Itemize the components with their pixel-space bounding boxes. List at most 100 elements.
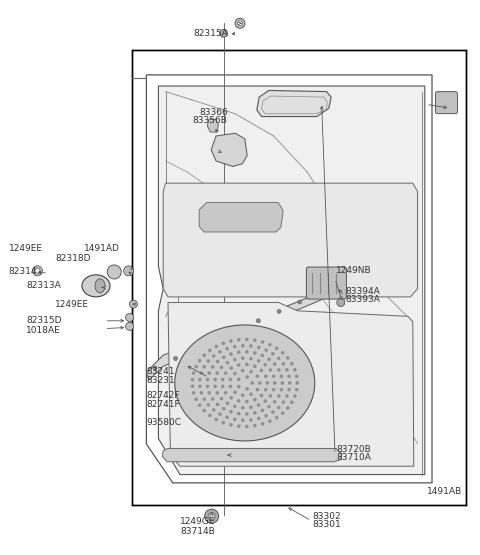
Circle shape <box>229 352 233 356</box>
Circle shape <box>203 397 206 401</box>
Circle shape <box>273 381 276 385</box>
Polygon shape <box>199 203 283 232</box>
Text: 82315D: 82315D <box>26 316 62 325</box>
Circle shape <box>298 300 302 304</box>
Circle shape <box>264 388 267 391</box>
Circle shape <box>280 375 283 378</box>
Circle shape <box>213 378 217 381</box>
Circle shape <box>221 378 225 381</box>
Circle shape <box>280 381 284 385</box>
Circle shape <box>229 366 233 370</box>
Circle shape <box>285 368 289 372</box>
Circle shape <box>212 408 216 412</box>
Circle shape <box>235 18 245 28</box>
Circle shape <box>241 418 245 422</box>
Circle shape <box>257 359 261 362</box>
Text: 83301: 83301 <box>312 520 341 529</box>
Circle shape <box>285 394 289 398</box>
Circle shape <box>245 412 249 416</box>
Circle shape <box>224 391 228 395</box>
Circle shape <box>241 344 245 347</box>
Circle shape <box>212 354 216 358</box>
Circle shape <box>198 359 202 362</box>
Text: 1249NB: 1249NB <box>336 266 372 275</box>
Circle shape <box>216 402 219 406</box>
Circle shape <box>261 340 264 344</box>
Circle shape <box>220 397 223 401</box>
Circle shape <box>256 319 260 323</box>
Circle shape <box>233 417 237 421</box>
Circle shape <box>249 418 252 422</box>
Text: 82314: 82314 <box>9 268 37 276</box>
Circle shape <box>216 371 219 375</box>
Circle shape <box>203 409 206 412</box>
Circle shape <box>200 391 203 395</box>
Circle shape <box>241 369 244 372</box>
Circle shape <box>236 328 240 332</box>
Circle shape <box>215 337 219 342</box>
Circle shape <box>296 381 299 385</box>
Circle shape <box>126 322 133 330</box>
Circle shape <box>198 385 202 388</box>
Circle shape <box>229 396 233 400</box>
Text: 83302: 83302 <box>312 512 341 521</box>
Circle shape <box>215 345 218 348</box>
Text: 83366: 83366 <box>199 108 228 117</box>
Bar <box>132 50 466 505</box>
Circle shape <box>268 420 272 423</box>
Circle shape <box>191 385 194 388</box>
Circle shape <box>220 365 223 369</box>
Text: 83356B: 83356B <box>192 117 227 125</box>
Circle shape <box>200 371 203 375</box>
Circle shape <box>286 406 289 410</box>
Circle shape <box>238 21 242 26</box>
Circle shape <box>257 417 261 420</box>
Circle shape <box>265 381 269 385</box>
Polygon shape <box>168 302 414 466</box>
Circle shape <box>207 371 211 375</box>
Circle shape <box>273 362 276 366</box>
Circle shape <box>233 391 237 394</box>
Circle shape <box>282 362 285 366</box>
Text: 82741F: 82741F <box>146 400 180 408</box>
Circle shape <box>273 400 276 403</box>
Circle shape <box>237 338 240 341</box>
Text: 1491AB: 1491AB <box>427 487 462 496</box>
Circle shape <box>245 337 249 341</box>
Circle shape <box>261 408 264 412</box>
Circle shape <box>257 346 261 349</box>
Circle shape <box>249 357 252 360</box>
Circle shape <box>233 345 237 349</box>
Text: 1018AE: 1018AE <box>26 326 61 335</box>
Text: 82742F: 82742F <box>146 391 180 400</box>
Circle shape <box>213 385 217 388</box>
Text: 83231: 83231 <box>146 376 175 385</box>
Text: 93580C: 93580C <box>146 418 181 427</box>
Text: 83393A: 83393A <box>346 295 381 304</box>
Ellipse shape <box>107 265 121 279</box>
Circle shape <box>203 354 206 357</box>
Circle shape <box>290 401 294 404</box>
Polygon shape <box>162 448 342 462</box>
Ellipse shape <box>82 275 110 297</box>
Circle shape <box>337 299 345 306</box>
Circle shape <box>237 385 240 388</box>
Circle shape <box>153 366 157 370</box>
Circle shape <box>194 365 198 369</box>
Circle shape <box>249 370 253 374</box>
Text: 82313A: 82313A <box>26 281 61 290</box>
Circle shape <box>220 29 228 37</box>
Circle shape <box>198 403 202 407</box>
Text: 1249EE: 1249EE <box>9 244 43 253</box>
Circle shape <box>206 359 210 363</box>
Circle shape <box>207 391 211 395</box>
Circle shape <box>245 362 249 366</box>
Text: 83241: 83241 <box>146 367 175 376</box>
Circle shape <box>268 343 272 346</box>
Circle shape <box>288 381 292 385</box>
Circle shape <box>245 375 249 379</box>
Circle shape <box>249 406 252 409</box>
Circle shape <box>218 412 222 416</box>
Circle shape <box>256 375 259 378</box>
Circle shape <box>277 357 280 360</box>
